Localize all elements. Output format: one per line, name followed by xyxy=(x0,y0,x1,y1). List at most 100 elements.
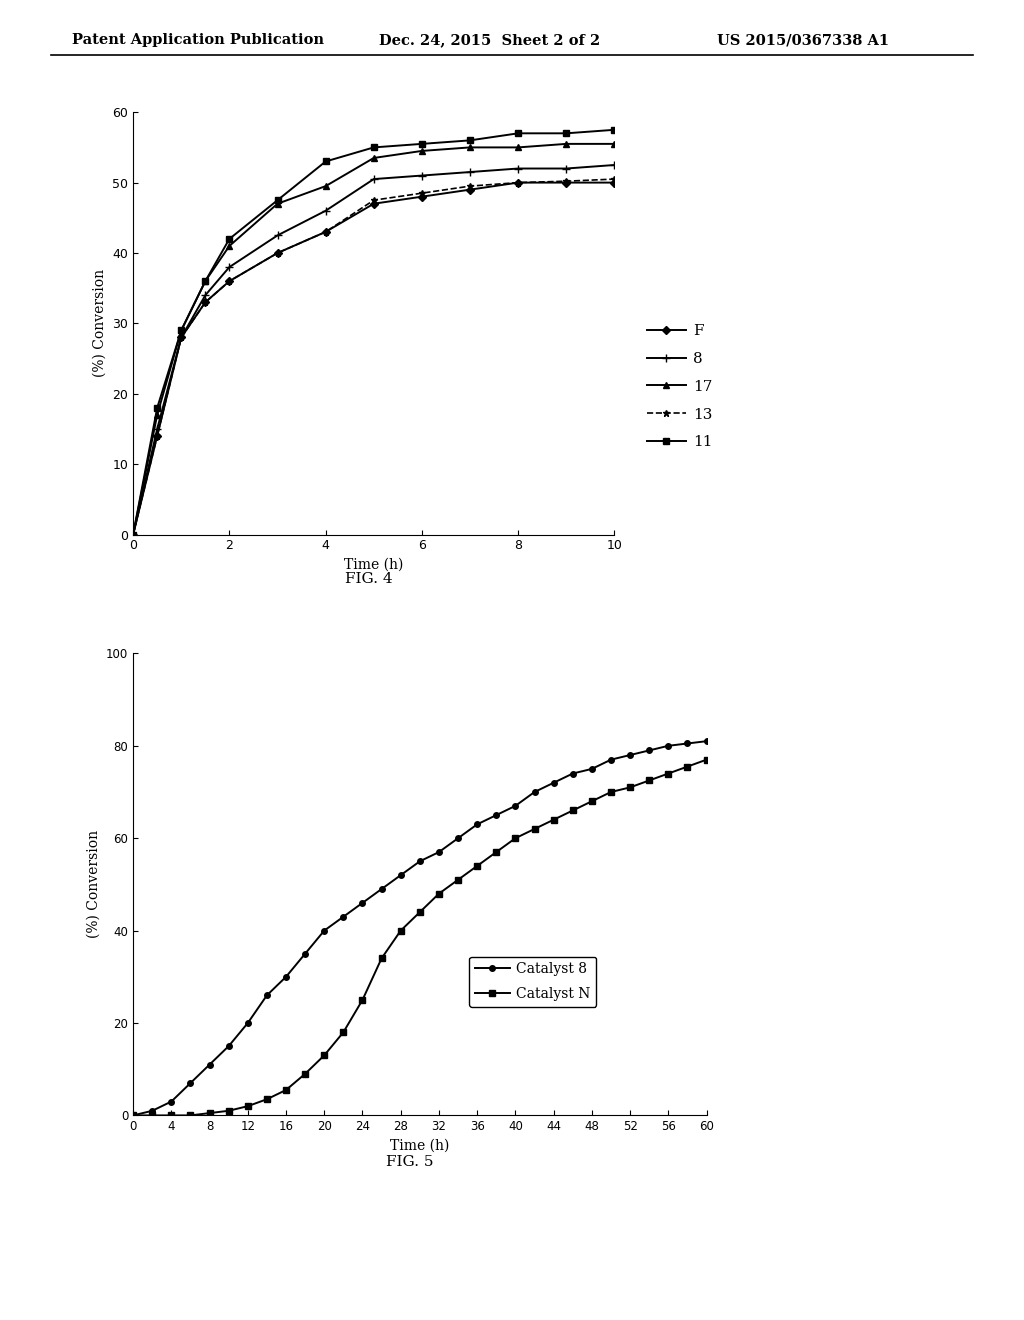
Text: Patent Application Publication: Patent Application Publication xyxy=(72,33,324,48)
17 xyxy=(464,140,476,156)
17 xyxy=(152,407,164,422)
8 xyxy=(199,288,212,304)
Catalyst 8 xyxy=(394,867,407,883)
11 xyxy=(464,132,476,148)
Catalyst 8 xyxy=(528,784,541,800)
F xyxy=(464,182,476,198)
Catalyst N xyxy=(490,845,503,861)
Legend: F, 8, 17, 13, 11: F, 8, 17, 13, 11 xyxy=(641,318,719,455)
Catalyst N xyxy=(146,1107,159,1123)
8 xyxy=(152,421,164,437)
13 xyxy=(175,330,187,346)
Line: 17: 17 xyxy=(130,141,617,537)
Catalyst 8 xyxy=(643,742,655,758)
Line: 8: 8 xyxy=(129,161,618,539)
Line: Catalyst 8: Catalyst 8 xyxy=(130,738,710,1118)
Catalyst N xyxy=(681,759,693,775)
11 xyxy=(127,527,139,543)
13 xyxy=(223,273,236,289)
Catalyst 8 xyxy=(204,1056,216,1072)
13 xyxy=(127,527,139,543)
Catalyst 8 xyxy=(184,1074,197,1090)
Catalyst N xyxy=(509,830,521,846)
17 xyxy=(560,136,572,152)
Catalyst N xyxy=(261,1092,273,1107)
F xyxy=(199,294,212,310)
X-axis label: Time (h): Time (h) xyxy=(390,1139,450,1152)
Catalyst N xyxy=(337,1024,349,1040)
Catalyst N xyxy=(414,904,426,920)
Catalyst 8 xyxy=(605,751,617,767)
Catalyst 8 xyxy=(452,830,464,846)
13 xyxy=(271,246,284,261)
17 xyxy=(127,527,139,543)
Catalyst 8 xyxy=(414,854,426,870)
Catalyst N xyxy=(663,766,675,781)
11 xyxy=(175,322,187,338)
11 xyxy=(199,273,212,289)
Text: Dec. 24, 2015  Sheet 2 of 2: Dec. 24, 2015 Sheet 2 of 2 xyxy=(379,33,600,48)
13 xyxy=(512,174,524,190)
Catalyst N xyxy=(299,1067,311,1082)
Catalyst N xyxy=(433,886,445,902)
Catalyst 8 xyxy=(242,1015,254,1031)
11 xyxy=(368,140,380,156)
F xyxy=(175,330,187,346)
Catalyst 8 xyxy=(586,760,598,776)
Y-axis label: (%) Conversion: (%) Conversion xyxy=(93,269,106,378)
F xyxy=(608,174,621,190)
Catalyst N xyxy=(127,1107,139,1123)
Catalyst N xyxy=(184,1107,197,1123)
17 xyxy=(223,238,236,253)
13 xyxy=(560,173,572,189)
13 xyxy=(608,172,621,187)
8 xyxy=(271,227,284,243)
Line: 13: 13 xyxy=(130,176,617,539)
F xyxy=(223,273,236,289)
Catalyst 8 xyxy=(337,908,349,924)
11 xyxy=(416,136,428,152)
Catalyst N xyxy=(471,858,483,874)
Catalyst 8 xyxy=(490,807,503,824)
Catalyst N xyxy=(356,993,369,1008)
Catalyst 8 xyxy=(624,747,636,763)
F xyxy=(271,246,284,261)
11 xyxy=(223,231,236,247)
17 xyxy=(271,195,284,211)
Catalyst N xyxy=(624,779,636,795)
11 xyxy=(560,125,572,141)
Catalyst N xyxy=(280,1082,292,1098)
8 xyxy=(368,172,380,187)
8 xyxy=(416,168,428,183)
Catalyst 8 xyxy=(318,923,331,939)
8 xyxy=(319,203,332,219)
Legend: Catalyst 8, Catalyst N: Catalyst 8, Catalyst N xyxy=(469,957,596,1007)
13 xyxy=(319,224,332,240)
Catalyst N xyxy=(376,950,388,966)
Catalyst 8 xyxy=(433,845,445,861)
Catalyst N xyxy=(700,751,713,767)
13 xyxy=(152,428,164,444)
17 xyxy=(368,150,380,166)
Catalyst 8 xyxy=(222,1038,234,1053)
Text: FIG. 5: FIG. 5 xyxy=(386,1155,433,1170)
Y-axis label: (%) Conversion: (%) Conversion xyxy=(86,830,100,939)
Catalyst 8 xyxy=(280,969,292,985)
Catalyst N xyxy=(242,1098,254,1114)
Catalyst N xyxy=(318,1048,331,1064)
8 xyxy=(223,259,236,275)
Catalyst N xyxy=(222,1104,234,1119)
17 xyxy=(512,140,524,156)
F xyxy=(152,428,164,444)
F xyxy=(368,195,380,211)
17 xyxy=(416,143,428,158)
8 xyxy=(127,527,139,543)
Text: FIG. 4: FIG. 4 xyxy=(345,572,392,586)
8 xyxy=(560,161,572,177)
13 xyxy=(464,178,476,194)
F xyxy=(512,174,524,190)
F xyxy=(319,224,332,240)
Catalyst N xyxy=(548,812,560,828)
Catalyst 8 xyxy=(663,738,675,754)
Line: F: F xyxy=(130,180,617,537)
